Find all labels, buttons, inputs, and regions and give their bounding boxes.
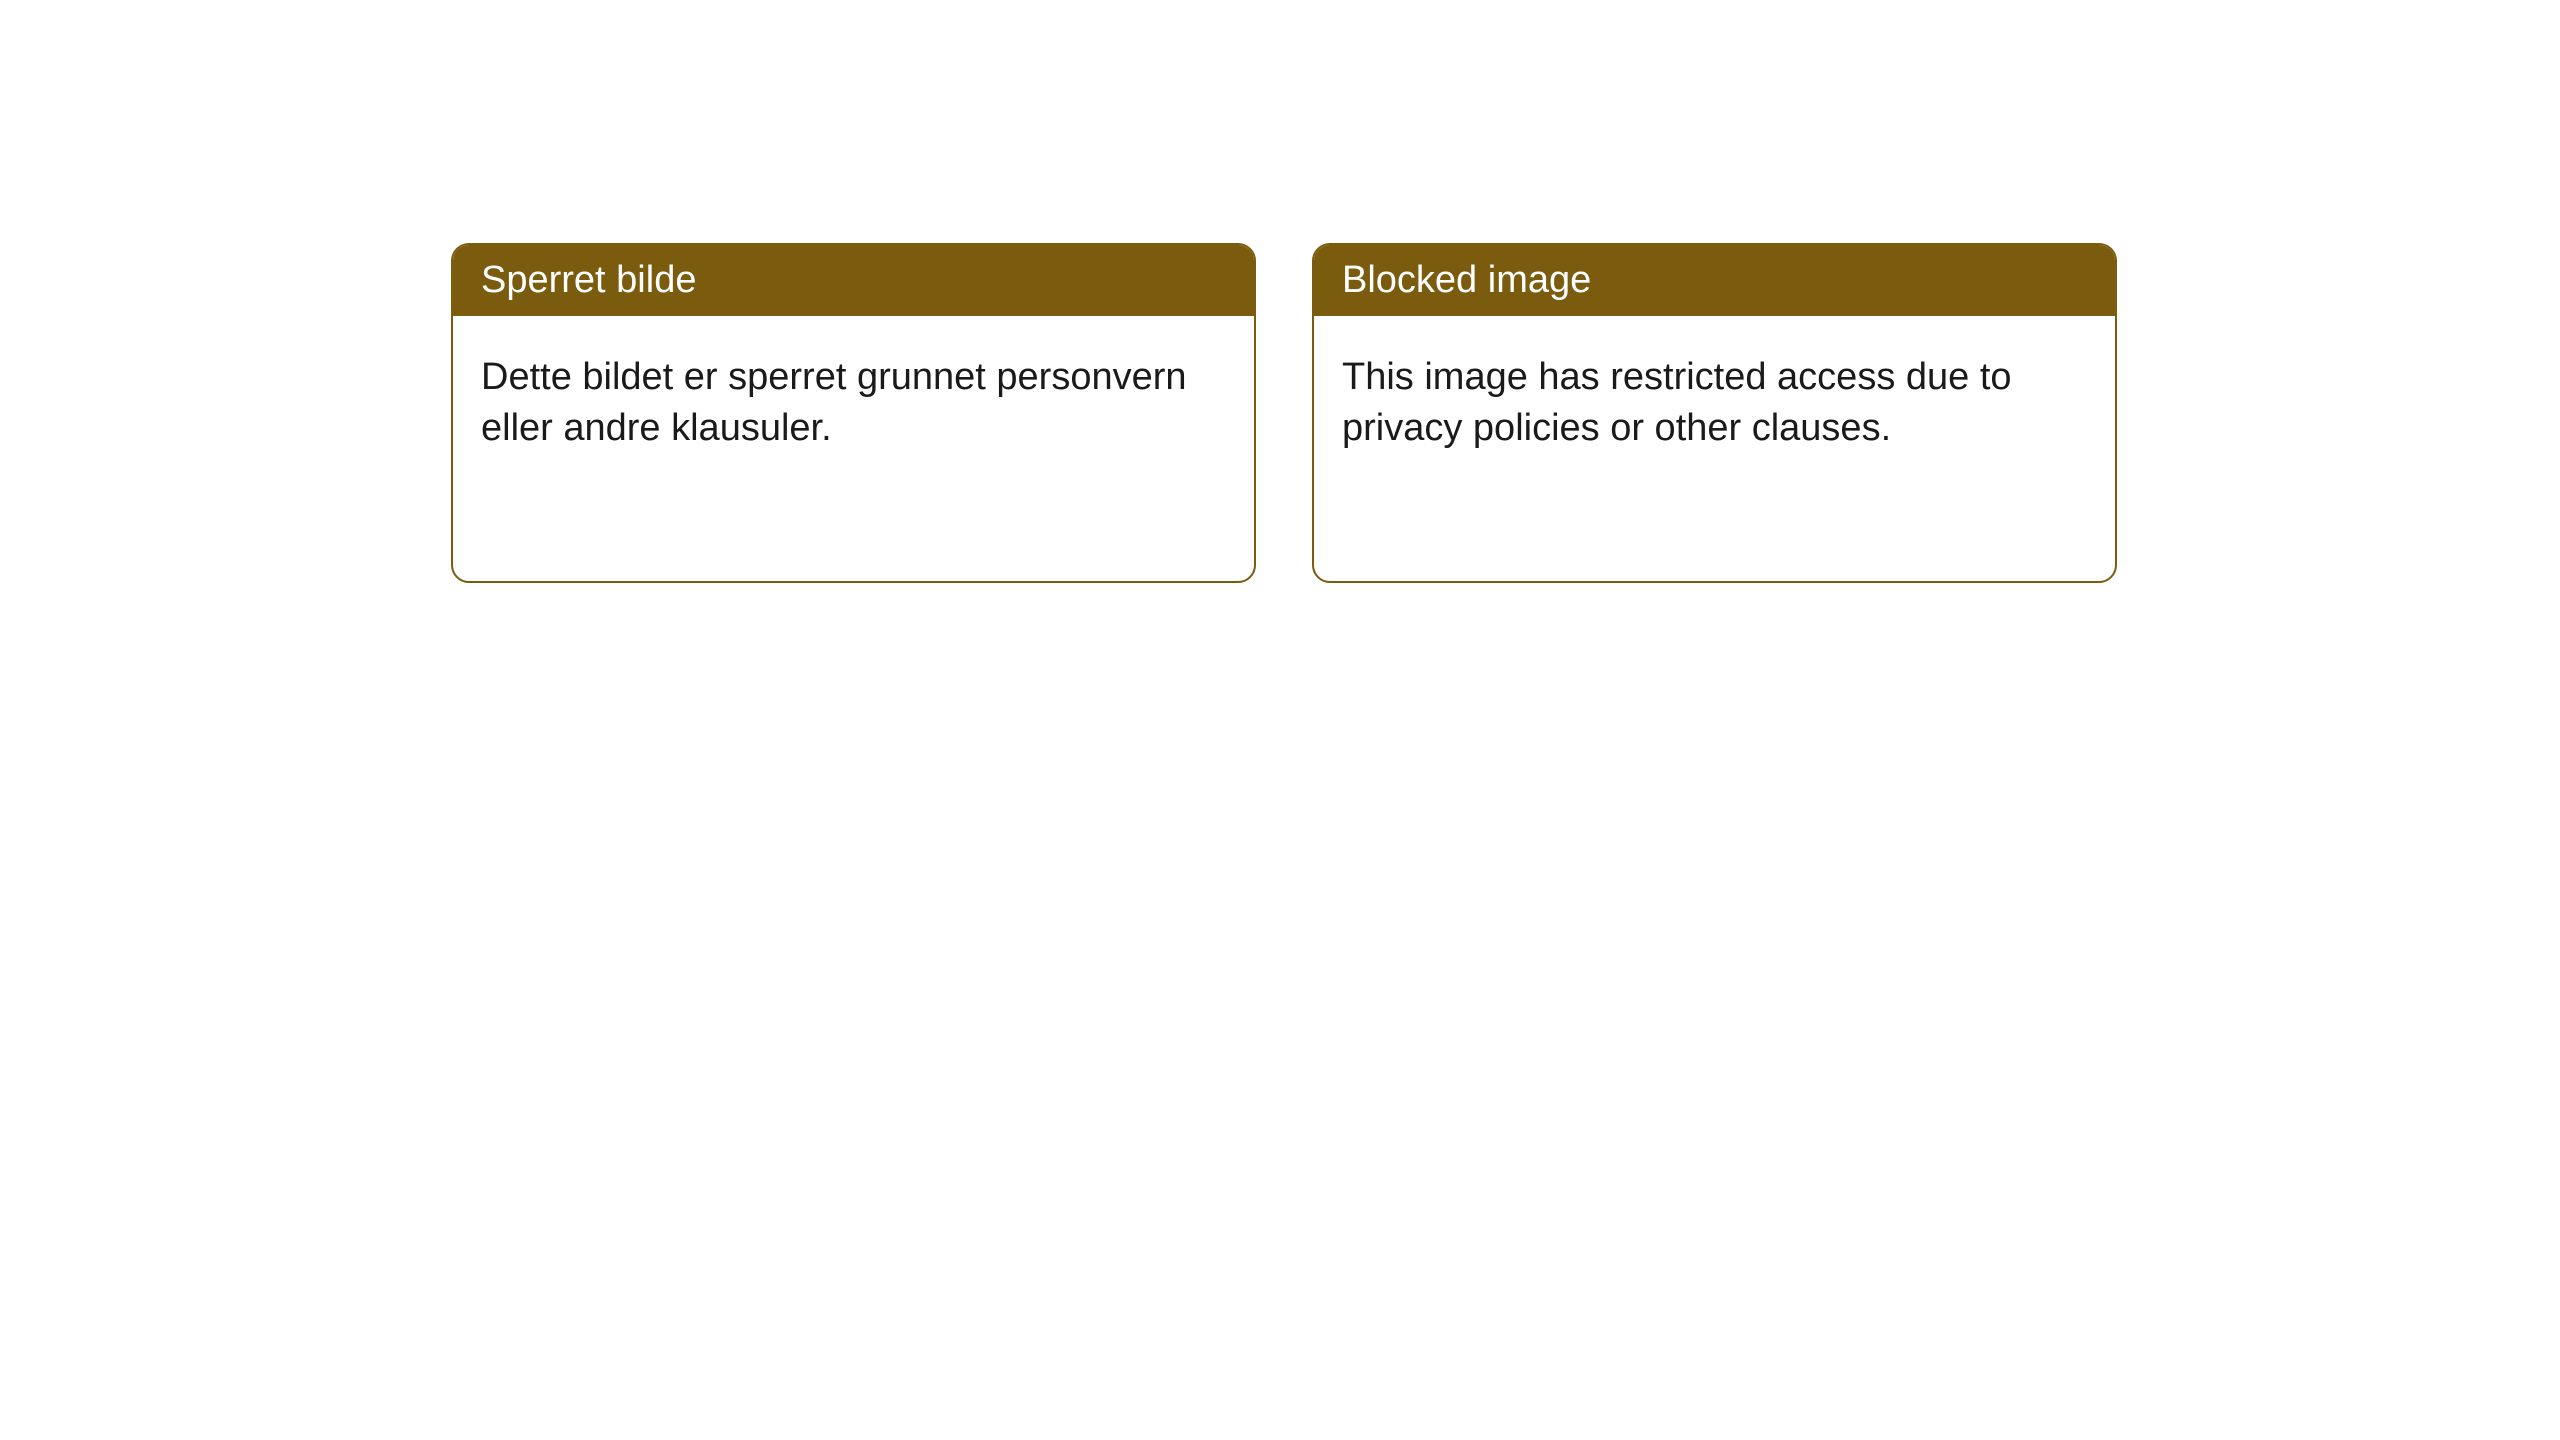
notice-card-no: Sperret bilde Dette bildet er sperret gr…	[451, 243, 1256, 583]
notice-message-no: Dette bildet er sperret grunnet personve…	[481, 356, 1187, 449]
notice-message-en: This image has restricted access due to …	[1342, 356, 2012, 449]
notice-card-en: Blocked image This image has restricted …	[1312, 243, 2117, 583]
notice-container: Sperret bilde Dette bildet er sperret gr…	[451, 243, 2117, 583]
notice-header-no: Sperret bilde	[453, 245, 1254, 316]
notice-title-en: Blocked image	[1342, 259, 1591, 301]
notice-body-no: Dette bildet er sperret grunnet personve…	[453, 316, 1254, 491]
notice-title-no: Sperret bilde	[481, 259, 696, 301]
notice-header-en: Blocked image	[1314, 245, 2115, 316]
notice-body-en: This image has restricted access due to …	[1314, 316, 2115, 491]
